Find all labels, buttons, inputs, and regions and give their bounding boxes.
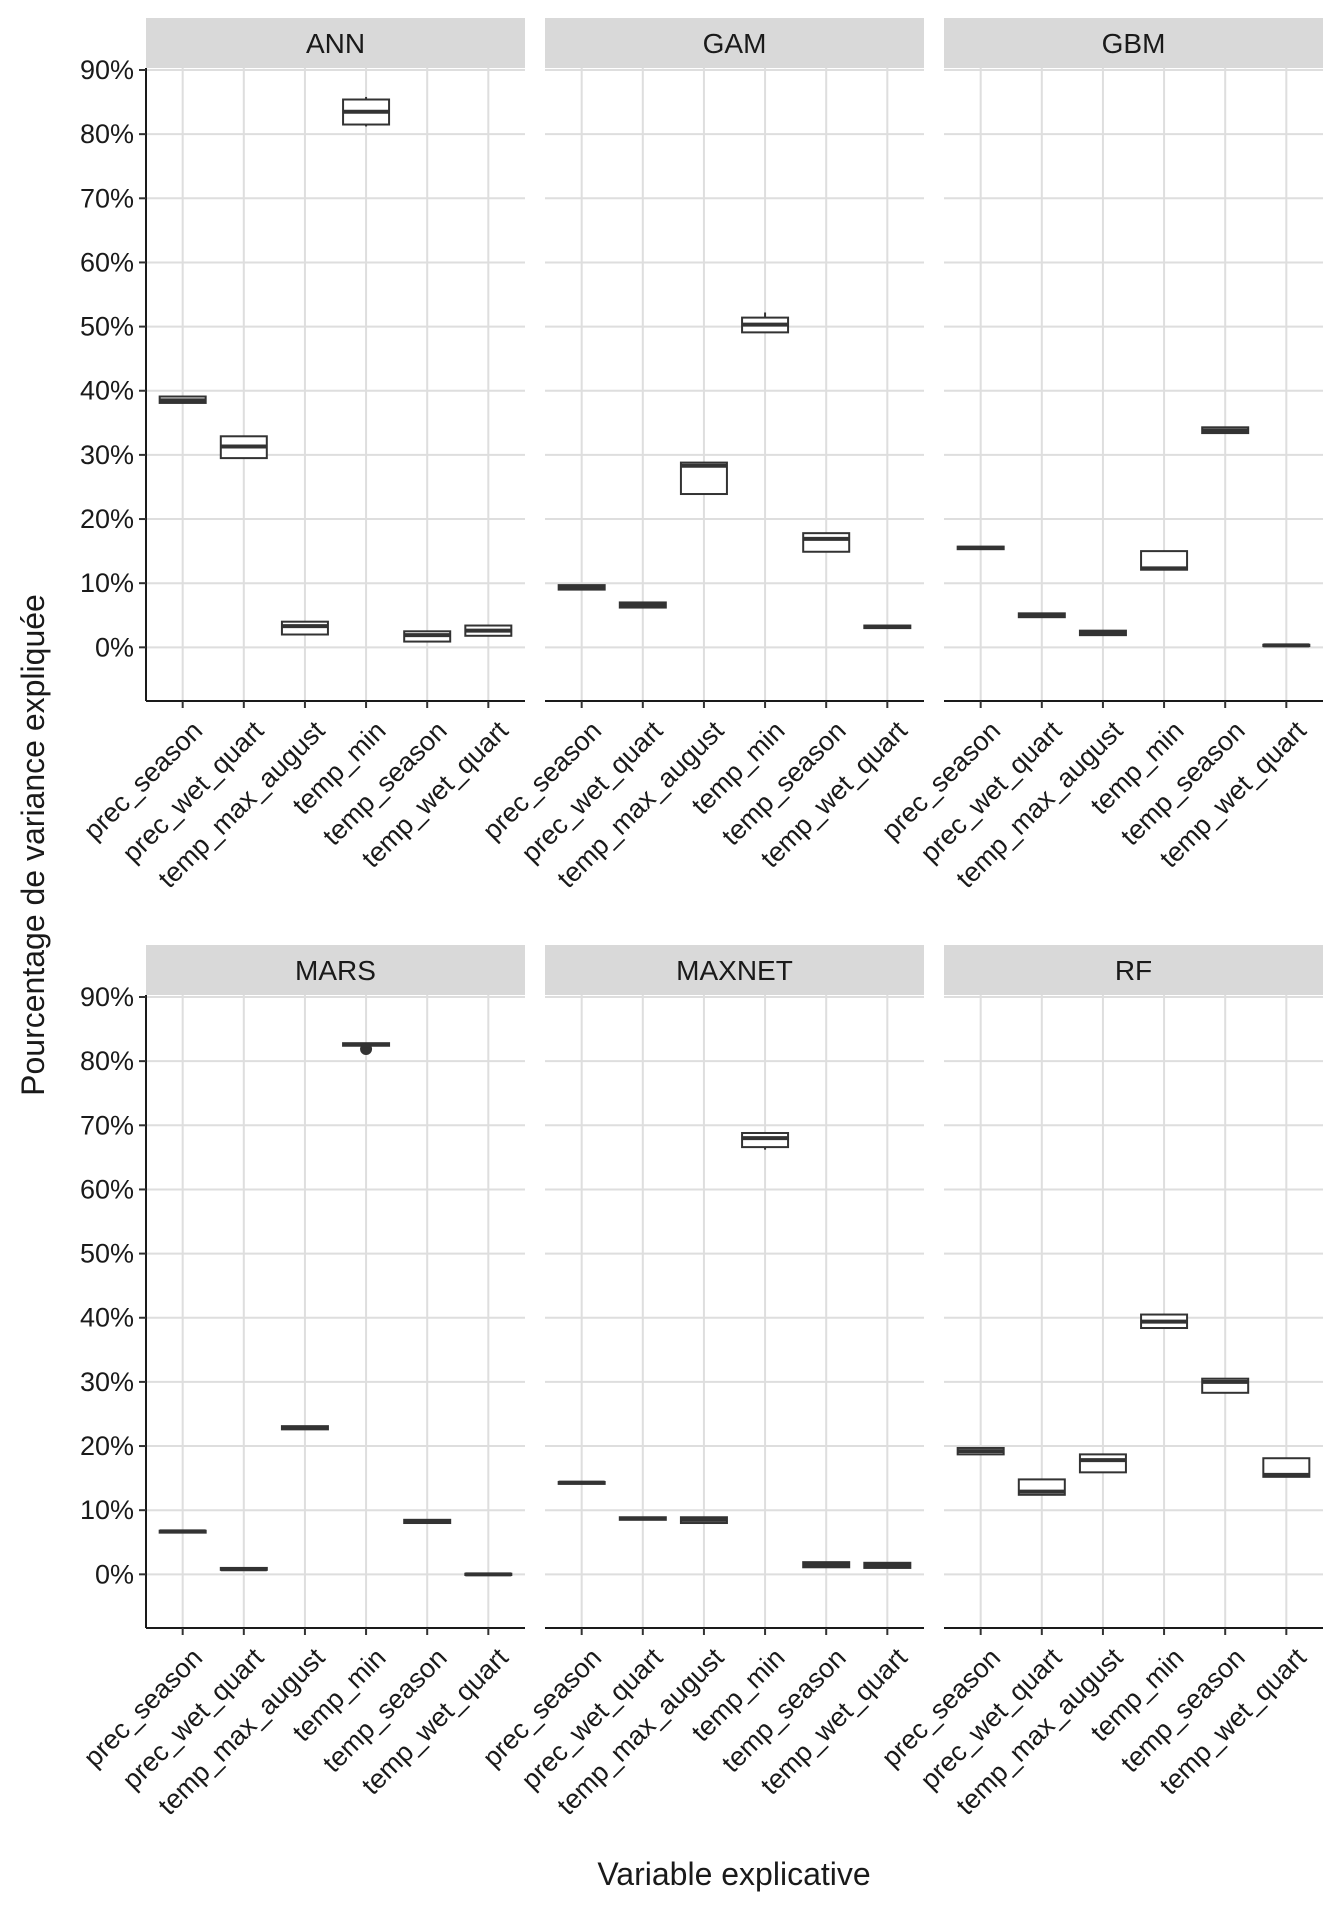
box-prec_wet_quart [219, 1566, 268, 1572]
box-temp_min [1140, 550, 1189, 571]
x-axis-title: Variable explicative [597, 1856, 870, 1892]
box-temp_season [1201, 426, 1250, 435]
facet-strip [944, 945, 1323, 995]
panel-mars: MARS0%10%20%30%40%50%60%70%80%90%prec_se… [78, 945, 525, 1821]
y-tick-label: 20% [80, 504, 134, 534]
plot-background [944, 995, 1323, 1628]
facet-strip [944, 18, 1323, 68]
box-temp_season [802, 1561, 851, 1569]
plot-background [146, 68, 525, 701]
box-temp_min [342, 1042, 391, 1055]
y-tick-label: 70% [80, 183, 134, 213]
panel-maxnet: MAXNETprec_seasonprec_wet_quarttemp_max_… [477, 945, 924, 1821]
box-prec_season [557, 584, 606, 591]
box-temp_min [741, 312, 790, 334]
y-tick-label: 90% [80, 982, 134, 1012]
box-temp_season [403, 1518, 452, 1525]
box-temp_season [1201, 1377, 1250, 1394]
box-prec_season [956, 1446, 1005, 1456]
y-tick-label: 0% [95, 632, 134, 662]
plot-background [545, 68, 924, 701]
box-iqr [1078, 1453, 1127, 1474]
box-temp_wet_quart [1262, 643, 1311, 648]
box-temp_min [1140, 1313, 1189, 1330]
box-prec_season [956, 545, 1005, 551]
panel-ann: ANN0%10%20%30%40%50%60%70%80%90%prec_sea… [78, 18, 525, 894]
box-iqr [679, 461, 728, 496]
outlier-point [360, 1042, 373, 1055]
box-temp_max_august [1078, 629, 1127, 637]
y-tick-label: 70% [80, 1110, 134, 1140]
y-tick-label: 40% [80, 1303, 134, 1333]
y-tick-label: 90% [80, 55, 134, 85]
box-temp_max_august [280, 620, 329, 636]
y-tick-label: 10% [80, 1495, 134, 1525]
facet-strip [545, 945, 924, 995]
box-temp_wet_quart [464, 624, 513, 637]
facet-strip-label: ANN [306, 28, 365, 59]
y-tick-label: 60% [80, 1174, 134, 1204]
box-temp_min [741, 1131, 790, 1150]
plot-background [545, 995, 924, 1628]
box-temp_max_august [679, 461, 728, 496]
y-tick-label: 50% [80, 312, 134, 342]
y-tick-label: 30% [80, 1367, 134, 1397]
box-prec_wet_quart [219, 435, 268, 460]
facet-strip-label: RF [1115, 955, 1152, 986]
panel-rf: RFprec_seasonprec_wet_quarttemp_max_augu… [876, 945, 1323, 1821]
panel-gbm: GBMprec_seasonprec_wet_quarttemp_max_aug… [876, 18, 1323, 894]
box-temp_max_august [280, 1425, 329, 1431]
box-temp_max_august [679, 1516, 728, 1525]
box-temp_season [403, 630, 452, 643]
y-tick-label: 0% [95, 1559, 134, 1589]
box-prec_season [158, 1529, 207, 1534]
facet-strip-label: MARS [295, 955, 376, 986]
box-temp_min [342, 96, 391, 127]
facet-strip [146, 18, 525, 68]
box-prec_wet_quart [618, 601, 667, 609]
box-temp_wet_quart [863, 624, 912, 630]
y-tick-label: 30% [80, 440, 134, 470]
box-prec_wet_quart [1017, 1478, 1066, 1496]
box-temp_wet_quart [464, 1572, 513, 1577]
y-tick-label: 80% [80, 1046, 134, 1076]
y-tick-label: 50% [80, 1239, 134, 1269]
box-iqr [802, 532, 851, 553]
facet-strip-label: GAM [703, 28, 767, 59]
y-tick-label: 60% [80, 247, 134, 277]
box-prec_season [158, 395, 207, 404]
facet-strip [146, 945, 525, 995]
facet-strip-label: GBM [1102, 28, 1166, 59]
box-prec_wet_quart [1017, 612, 1066, 619]
y-axis-title: Pourcentage de variance expliquée [15, 594, 51, 1096]
box-temp_max_august [1078, 1453, 1127, 1474]
panel-gam: GAMprec_seasonprec_wet_quarttemp_max_aug… [477, 18, 924, 894]
box-temp_wet_quart [1262, 1457, 1311, 1478]
y-tick-label: 20% [80, 1431, 134, 1461]
box-prec_wet_quart [618, 1516, 667, 1521]
plot-background [146, 995, 525, 1628]
y-tick-label: 10% [80, 568, 134, 598]
box-temp_wet_quart [863, 1561, 912, 1569]
box-temp_season [802, 532, 851, 553]
facet-strip [545, 18, 924, 68]
plot-background [944, 68, 1323, 701]
box-prec_season [557, 1480, 606, 1485]
facet-strip-label: MAXNET [676, 955, 793, 986]
y-tick-label: 80% [80, 119, 134, 149]
y-tick-label: 40% [80, 376, 134, 406]
